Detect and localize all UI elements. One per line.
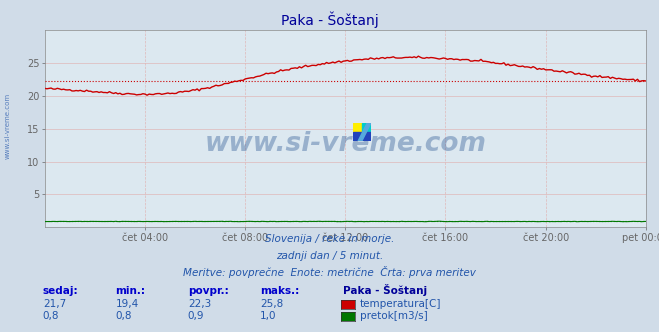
- Text: Slovenija / reke in morje.: Slovenija / reke in morje.: [265, 234, 394, 244]
- Text: Paka - Šoštanj: Paka - Šoštanj: [281, 12, 378, 28]
- Text: maks.:: maks.:: [260, 286, 300, 296]
- Text: www.si-vreme.com: www.si-vreme.com: [204, 131, 486, 157]
- Text: 1,0: 1,0: [260, 311, 277, 321]
- Text: Paka - Šoštanj: Paka - Šoštanj: [343, 284, 427, 296]
- Bar: [362, 123, 371, 132]
- Text: Meritve: povprečne  Enote: metrične  Črta: prva meritev: Meritve: povprečne Enote: metrične Črta:…: [183, 266, 476, 278]
- Text: 22,3: 22,3: [188, 299, 211, 309]
- Text: 0,9: 0,9: [188, 311, 204, 321]
- Text: povpr.:: povpr.:: [188, 286, 229, 296]
- Text: 25,8: 25,8: [260, 299, 283, 309]
- Text: 21,7: 21,7: [43, 299, 66, 309]
- Bar: [353, 132, 371, 141]
- Text: min.:: min.:: [115, 286, 146, 296]
- Text: sedaj:: sedaj:: [43, 286, 78, 296]
- Bar: [353, 123, 362, 132]
- Text: pretok[m3/s]: pretok[m3/s]: [360, 311, 428, 321]
- Text: 0,8: 0,8: [43, 311, 59, 321]
- Text: 19,4: 19,4: [115, 299, 138, 309]
- Text: www.si-vreme.com: www.si-vreme.com: [5, 93, 11, 159]
- Text: 0,8: 0,8: [115, 311, 132, 321]
- Text: temperatura[C]: temperatura[C]: [360, 299, 442, 309]
- Polygon shape: [358, 123, 371, 141]
- Text: zadnji dan / 5 minut.: zadnji dan / 5 minut.: [276, 251, 383, 261]
